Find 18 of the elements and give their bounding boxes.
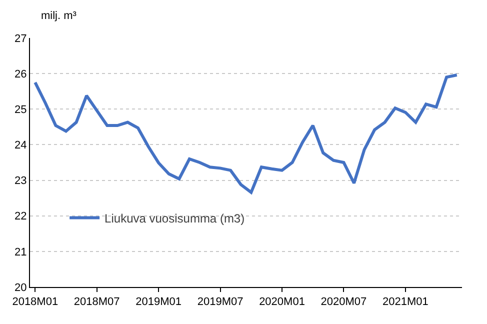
x-tick-label: 2020M07 bbox=[320, 296, 367, 308]
y-tick-label: 24 bbox=[14, 140, 27, 152]
x-tick-label: 2018M07 bbox=[74, 296, 120, 308]
y-tick-label: 20 bbox=[14, 282, 27, 294]
y-tick-label: 22 bbox=[14, 210, 27, 223]
y-tick-label: 26 bbox=[14, 68, 27, 80]
x-tick-label: 2018M01 bbox=[12, 296, 58, 308]
x-tick-label: 2019M07 bbox=[197, 296, 244, 308]
line-series bbox=[34, 73, 458, 194]
x-tick-label: 2019M01 bbox=[136, 296, 182, 308]
x-tick-label: 2020M01 bbox=[259, 296, 305, 308]
legend-label: Liukuva vuosisumma (m3) bbox=[104, 211, 245, 226]
y-tick-label: 23 bbox=[14, 175, 27, 188]
x-tick-label: 2021M01 bbox=[382, 296, 428, 308]
y-tick-label: 21 bbox=[14, 246, 27, 258]
y-tick-label: 27 bbox=[14, 32, 27, 45]
y-tick-label: 25 bbox=[14, 104, 27, 116]
y-axis-title: milj. m³ bbox=[41, 10, 77, 22]
